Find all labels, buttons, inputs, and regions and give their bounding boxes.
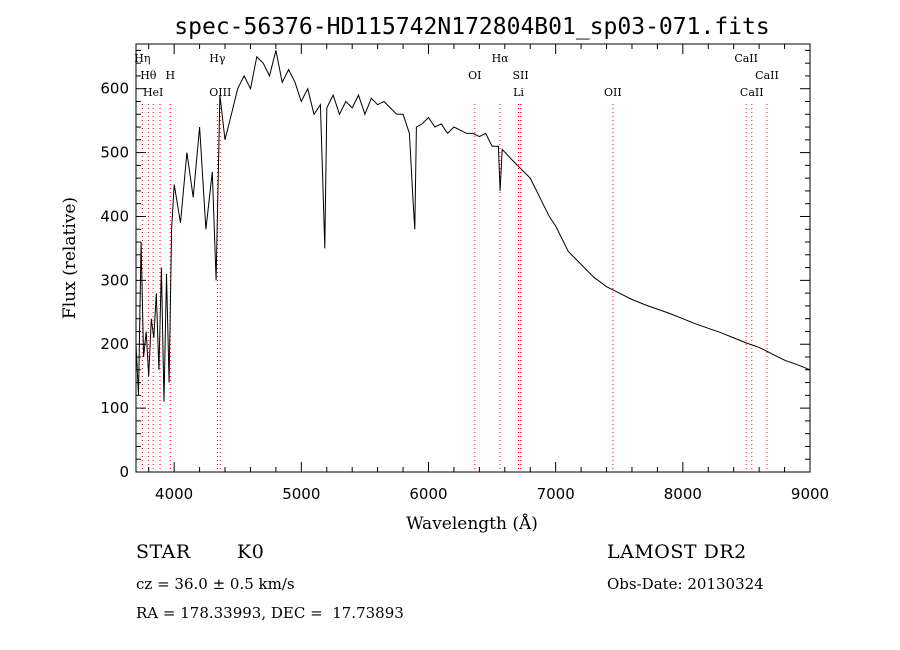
survey-name: LAMOST DR2 (607, 541, 747, 563)
redshift-info: cz = 36.0 ± 0.5 km/s (136, 575, 295, 593)
spectral-line-label: Hη (134, 52, 150, 65)
y-axis-label: Flux (relative) (60, 197, 80, 319)
y-tick-label: 500 (100, 144, 129, 162)
coordinates: RA = 178.33993, DEC = 17.73893 (136, 604, 404, 622)
y-tick-label: 200 (100, 335, 129, 353)
x-tick-label: 6000 (409, 485, 447, 503)
object-subclass: K0 (237, 541, 265, 563)
x-tick-label: 8000 (664, 485, 702, 503)
spectral-line-label: H (166, 69, 176, 82)
spectral-line-label: Hα (492, 52, 510, 65)
y-tick-label: 300 (100, 271, 129, 289)
y-tick-label: 0 (119, 463, 129, 481)
y-tick-label: 400 (100, 207, 129, 225)
chart-title: spec-56376-HD115742N172804B01_sp03-071.f… (174, 14, 769, 40)
plot-frame (135, 43, 811, 473)
spectral-line-label: OIII (209, 86, 231, 99)
spectral-line-label: OI (468, 69, 481, 82)
spectral-line-label: Hγ (209, 52, 226, 65)
x-tick-label: 4000 (155, 485, 193, 503)
spectral-line-label: CaII (734, 52, 758, 65)
spectral-line-label: HeI (143, 86, 163, 99)
x-tick-label: 5000 (282, 485, 320, 503)
x-tick-label: 9000 (791, 485, 829, 503)
object-class: STAR (136, 541, 191, 563)
spectrum-line (135, 50, 811, 402)
spectral-line-label: CaII (740, 86, 764, 99)
spectral-line-label: Hθ (140, 69, 157, 82)
spectral-line-label: SII (512, 69, 528, 82)
obs-date: Obs-Date: 20130324 (607, 575, 764, 593)
spectral-line-label: Li (513, 86, 524, 99)
x-axis-label: Wavelength (Å) (406, 513, 538, 534)
x-tick-label: 7000 (537, 485, 575, 503)
y-tick-label: 600 (100, 80, 129, 98)
spectral-line-label: CaII (755, 69, 779, 82)
axis-ticks: 4000 5000 6000 7000 8000 9000 0 100 200 300 400 500… (100, 44, 829, 503)
spectral-line-label: OII (604, 86, 622, 99)
y-tick-label: 100 (100, 399, 129, 417)
